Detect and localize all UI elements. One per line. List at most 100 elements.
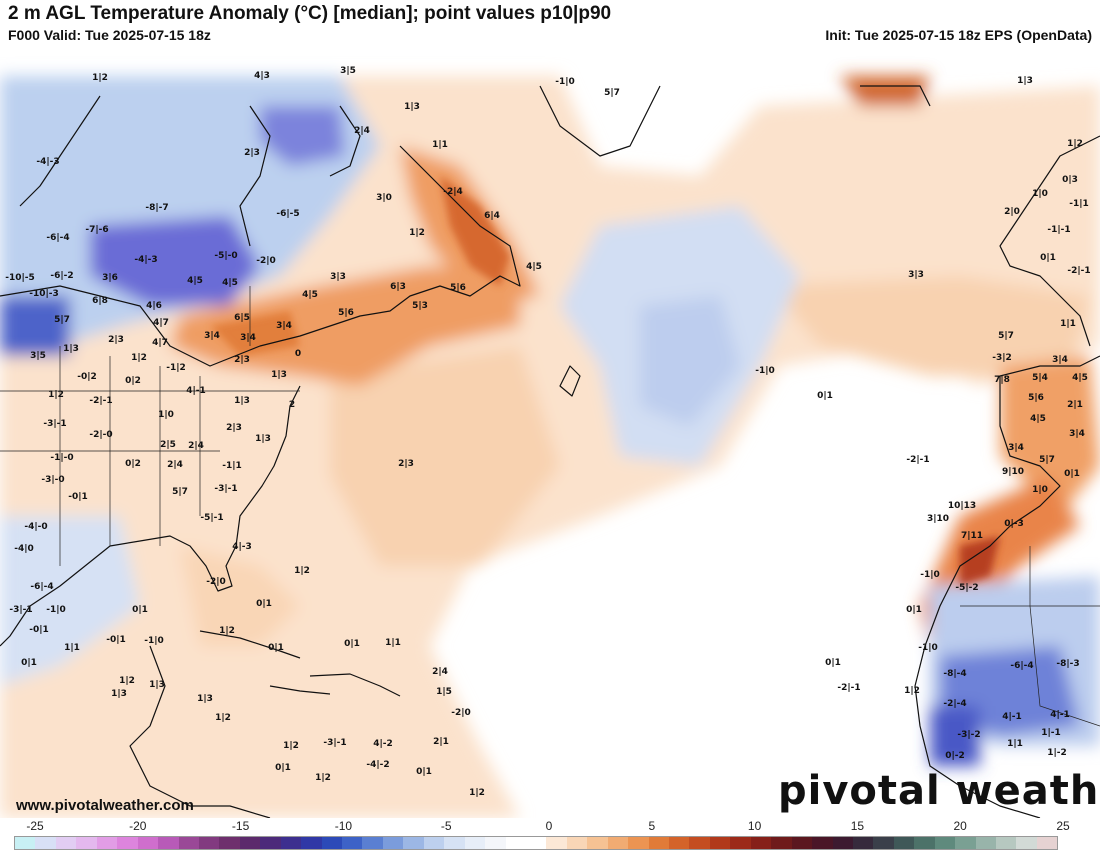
point-value-label: -1|1 [222, 461, 242, 471]
colorbar-tick-label: 15 [850, 819, 865, 833]
colorbar-strip [14, 836, 1059, 850]
point-value-label: 2|4 [432, 667, 448, 677]
point-value-label: 5|6 [1028, 393, 1044, 403]
point-value-label: 1|2 [131, 353, 147, 363]
point-value-label: -4|-0 [24, 522, 47, 532]
colorbar-segment [15, 837, 36, 849]
point-value-label: 3|4 [1008, 443, 1024, 453]
point-value-label: 0|3 [1062, 175, 1078, 185]
colorbar-tick-label: 25 [1056, 819, 1070, 833]
point-value-label: 1|-2 [1047, 748, 1067, 758]
point-value-label: 3|10 [927, 514, 949, 524]
point-value-label: -10|-5 [5, 273, 35, 283]
website-url[interactable]: www.pivotalweather.com [16, 797, 194, 814]
point-value-label: 4|7 [152, 338, 168, 348]
point-value-label: -2|-1 [906, 455, 929, 465]
point-value-label: 0|1 [132, 605, 148, 615]
point-value-label: 1|5 [436, 687, 452, 697]
point-value-label: 0|1 [275, 763, 291, 773]
temperature-anomaly-map[interactable]: 1|2 4|3 3|5 -1|0 5|7 1|3 -4|-3 1|3 2|4 1|1 2|3 1|2 -… [0, 46, 1100, 818]
colorbar-segment [669, 837, 690, 849]
point-value-label: 1|2 [219, 626, 235, 636]
colorbar-segment [996, 837, 1017, 849]
point-value-label: 0|1 [256, 599, 272, 609]
point-value-label: -5|-1 [200, 513, 223, 523]
point-value-label: 5|6 [338, 308, 354, 318]
colorbar-segment [137, 837, 159, 849]
point-value-label: -4|-2 [366, 760, 389, 770]
colorbar-segment [852, 837, 874, 849]
point-value-label: 7|11 [961, 531, 983, 541]
colorbar-segment [566, 837, 588, 849]
map-header: 2 m AGL Temperature Anomaly (°C) [median… [0, 0, 1100, 46]
point-value-label: -4|0 [14, 544, 34, 554]
point-value-label: 1|1 [385, 638, 401, 648]
colorbar-segment [35, 837, 56, 849]
point-value-label: 2|3 [108, 335, 124, 345]
point-value-label: 4|7 [153, 318, 169, 328]
point-value-label: 0|1 [1040, 253, 1056, 263]
point-value-label: 1|3 [1017, 76, 1033, 86]
colorbar-tick-label: 20 [953, 819, 967, 833]
colorbar-segment [464, 837, 486, 849]
point-value-label: 0|2 [125, 459, 141, 469]
colorbar-segment [362, 837, 383, 849]
colorbar-tick-label: -25 [26, 819, 44, 833]
point-value-label: -5|-2 [955, 583, 978, 593]
point-value-label: 2|3 [398, 459, 414, 469]
point-value-label: 1|3 [271, 370, 287, 380]
colorbar-segment [812, 837, 833, 849]
point-value-label: 1|1 [1060, 319, 1076, 329]
point-value-label: -1|0 [918, 643, 938, 653]
colorbar-tick-label: -5 [440, 819, 452, 833]
colorbar-segment [76, 837, 97, 849]
colorbar-segment [321, 837, 342, 849]
point-value-label: 1|2 [294, 566, 310, 576]
map-canvas[interactable]: 1|2 4|3 3|5 -1|0 5|7 1|3 -4|-3 1|3 2|4 1|1 2|3 1|2 -… [0, 46, 1100, 818]
colorbar-segment [403, 837, 424, 849]
point-value-label: 3|5 [340, 66, 356, 76]
point-value-label: 1|2 [1067, 139, 1083, 149]
point-value-label: 0|1 [817, 391, 833, 401]
point-value-label: 4|5 [1072, 373, 1088, 383]
colorbar-segment [260, 837, 281, 849]
colorbar-segment [525, 837, 547, 849]
point-value-label: -2|-1 [1067, 266, 1090, 276]
point-value-label: -3|-1 [9, 605, 32, 615]
point-value-label: 1|-1 [1041, 728, 1061, 738]
colorbar-segment [219, 837, 240, 849]
colorbar-segment [587, 837, 608, 849]
point-value-label: -1|0 [46, 605, 66, 615]
colorbar-segment [689, 837, 710, 849]
point-value-label: 4|-3 [232, 542, 252, 552]
point-value-label: 4|5 [1030, 414, 1046, 424]
pivotal-weather-logo: pivotal weather [778, 768, 1100, 814]
point-value-label: 1|2 [283, 741, 299, 751]
colorbar-tick-label: -20 [129, 819, 147, 833]
point-value-label: 0|2 [125, 376, 141, 386]
point-value-label: 7|8 [994, 375, 1010, 385]
colorbar-segment [791, 837, 813, 849]
point-value-label: -1|0 [920, 570, 940, 580]
colorbar-segment [1016, 837, 1037, 849]
point-value-label: -2|-1 [837, 683, 860, 693]
point-value-label: 0|1 [906, 605, 922, 615]
point-value-label: 10|13 [948, 501, 976, 511]
point-value-label: 0 [295, 349, 301, 359]
point-value-label: -3|-0 [41, 475, 64, 485]
point-value-label: -1|1 [1069, 199, 1089, 209]
point-value-label: 4|-1 [1050, 710, 1070, 720]
colorbar-segment [239, 837, 261, 849]
point-value-label: 1|1 [64, 643, 80, 653]
colorbar-tick-label: 5 [648, 819, 656, 833]
point-value-label: 1|3 [149, 680, 165, 690]
point-value-label: 4|-2 [373, 739, 393, 749]
colorbar-segment [873, 837, 894, 849]
colorbar-segment [546, 837, 567, 849]
point-value-label: 4|3 [254, 71, 270, 81]
point-value-label: -6|-4 [46, 233, 69, 243]
point-value-label: 2|3 [244, 148, 260, 158]
colorbar-tick-label: -10 [334, 819, 353, 833]
point-value-label: 4|-1 [186, 386, 206, 396]
point-value-label: 4|6 [146, 301, 162, 311]
